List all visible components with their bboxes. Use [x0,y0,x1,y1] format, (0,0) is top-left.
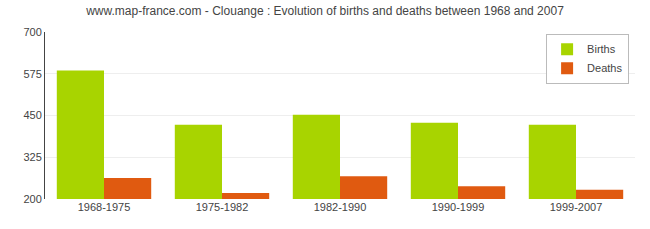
svg-text:1975-1982: 1975-1982 [196,201,249,213]
svg-text:200: 200 [23,193,41,205]
svg-text:1968-1975: 1968-1975 [78,201,131,213]
svg-text:1982-1990: 1982-1990 [314,201,367,213]
svg-text:Births: Births [587,43,616,55]
svg-text:Deaths: Deaths [587,62,622,74]
svg-text:700: 700 [23,26,41,38]
svg-text:325: 325 [23,151,41,163]
svg-text:1990-1999: 1990-1999 [432,201,485,213]
svg-text:1999-2007: 1999-2007 [550,201,603,213]
svg-text:575: 575 [23,68,41,80]
svg-text:450: 450 [23,109,41,121]
svg-text:www.map-france.com - Clouange: www.map-france.com - Clouange : Evolutio… [85,4,564,18]
